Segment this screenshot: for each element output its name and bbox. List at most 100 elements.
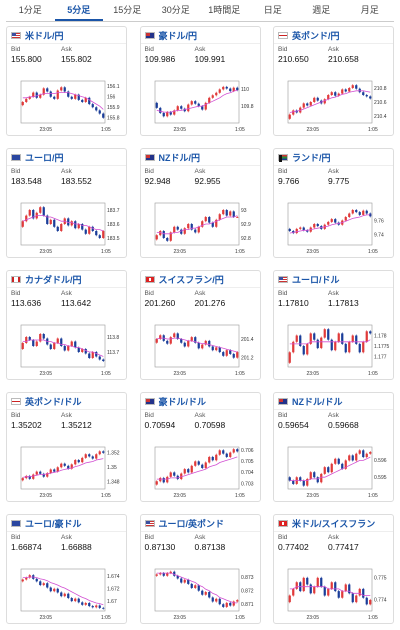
- ask-col: Ask 1.17813: [328, 290, 378, 309]
- mini-chart[interactable]: 183.7 183.6 183.5 23:05 1:05: [11, 197, 124, 255]
- mini-chart[interactable]: 156.1 156 155.9 155.8 23:05 1:05: [11, 75, 124, 133]
- currency-card[interactable]: ユーロ/豪ドル Bid 1.66874 Ask 1.66888 1.674 1.6…: [6, 514, 127, 624]
- pair-name[interactable]: スイスフラン/円: [158, 274, 224, 285]
- mini-chart[interactable]: 0.706 0.705 0.704 0.703 23:05 1:05: [145, 441, 258, 499]
- candle-chart: 0.873 0.872 0.871 23:05 1:05: [154, 568, 253, 621]
- currency-card[interactable]: ユーロ/円 Bid 183.548 Ask 183.552 183.7 183.6…: [6, 148, 127, 258]
- currency-card[interactable]: NZドル/ドル Bid 0.59654 Ask 0.59668 0.596 0.5…: [273, 392, 394, 502]
- mini-chart[interactable]: 0.775 0.774 23:05 1:05: [278, 563, 391, 621]
- candle: [320, 473, 323, 483]
- candle: [95, 605, 98, 608]
- candle: [190, 583, 193, 588]
- tab-2[interactable]: 5分足: [54, 0, 103, 21]
- currency-card[interactable]: ランド/円 Bid 9.766 Ask 9.775 9.76 9.74 23:05 1…: [273, 148, 394, 258]
- currency-card[interactable]: 豪ドル/円 Bid 109.986 Ask 109.991 110 109.8 23…: [139, 26, 261, 136]
- candle: [172, 571, 175, 576]
- mini-chart[interactable]: 93 92.9 92.8 23:05 1:05: [145, 197, 258, 255]
- y-tick-label: 92.9: [241, 222, 251, 228]
- candle: [169, 232, 172, 241]
- mini-chart[interactable]: 1.674 1.672 1.67 23:05 1:05: [11, 563, 124, 621]
- currency-card[interactable]: 米ドル/円 Bid 155.800 Ask 155.802 156.1 156 15…: [6, 26, 127, 136]
- pair-name[interactable]: 米ドル/円: [25, 30, 64, 41]
- pair-name[interactable]: 豪ドル/円: [158, 30, 198, 41]
- pair-name[interactable]: NZドル/ドル: [292, 396, 343, 407]
- candle-chart: 9.76 9.74 23:05 1:05: [287, 202, 384, 255]
- candle-chart: 0.706 0.705 0.704 0.703 23:05 1:05: [154, 446, 253, 499]
- x-tick-label: 1:05: [101, 127, 111, 133]
- pair-name[interactable]: ユーロ/英ポンド: [158, 518, 225, 529]
- y-tick-label: 201.2: [241, 355, 254, 361]
- candle: [21, 221, 24, 227]
- mini-chart[interactable]: 113.8 113.7 23:05 1:05: [11, 319, 124, 377]
- candle: [98, 235, 101, 238]
- currency-card[interactable]: NZドル/円 Bid 92.948 Ask 92.955 93 92.9 92.8 2…: [139, 148, 261, 258]
- bid-col: Bid 1.35202: [11, 412, 61, 431]
- mini-chart[interactable]: 9.76 9.74 23:05 1:05: [278, 197, 391, 255]
- candle: [320, 337, 323, 349]
- mini-chart[interactable]: 0.873 0.872 0.871 23:05 1:05: [145, 563, 258, 621]
- pair-name[interactable]: ユーロ/豪ドル: [25, 518, 82, 529]
- y-tick-label: 110: [241, 87, 249, 93]
- pair-name[interactable]: 米ドル/スイスフラン: [292, 518, 376, 529]
- candle: [53, 219, 56, 227]
- tab-8[interactable]: 月足: [360, 5, 379, 15]
- pair-name[interactable]: 英ポンド/円: [292, 30, 340, 41]
- tab-5[interactable]: 1時間足: [208, 5, 241, 15]
- candle: [197, 226, 200, 233]
- candle: [348, 341, 351, 353]
- mini-chart[interactable]: 0.596 0.595 23:05 1:05: [278, 441, 391, 499]
- tab-4[interactable]: 30分足: [161, 5, 190, 15]
- candle: [70, 221, 73, 226]
- tab-1[interactable]: 1分足: [18, 5, 42, 15]
- currency-card[interactable]: スイスフラン/円 Bid 201.260 Ask 201.276 201.4 20…: [139, 270, 261, 380]
- pair-name[interactable]: 英ポンド/ドル: [25, 396, 82, 407]
- candle: [158, 573, 161, 575]
- pair-name[interactable]: NZドル/円: [158, 152, 201, 163]
- ask-col: Ask 1.66888: [61, 534, 111, 553]
- candle: [183, 228, 186, 234]
- candle: [299, 335, 302, 346]
- ask-label: Ask: [194, 290, 206, 297]
- mini-chart[interactable]: 1.352 1.35 1.348 23:05 1:05: [11, 441, 124, 499]
- ask-value: 155.802: [61, 54, 92, 64]
- tab-6[interactable]: 日足: [263, 5, 282, 15]
- y-tick-label: 92.8: [241, 236, 251, 242]
- bid-value: 0.70594: [144, 420, 176, 430]
- currency-card[interactable]: 米ドル/スイスフラン Bid 0.77402 Ask 0.77417 0.775…: [273, 514, 394, 624]
- currency-card[interactable]: カナダドル/円 Bid 113.636 Ask 113.642 113.8 113…: [6, 270, 127, 380]
- candle: [316, 339, 319, 349]
- candle: [155, 235, 158, 240]
- candle: [355, 595, 358, 603]
- mini-chart[interactable]: 201.4 201.2 23:05 1:05: [145, 319, 258, 377]
- candle: [21, 478, 24, 481]
- y-tick-label: 1.67: [107, 599, 117, 605]
- moving-average-line: [22, 339, 104, 357]
- pair-name[interactable]: カナダドル/円: [25, 274, 82, 285]
- candle: [228, 452, 231, 457]
- currency-card[interactable]: 英ポンド/円 Bid 210.650 Ask 210.658 210.8 210.…: [273, 26, 394, 136]
- pair-name[interactable]: ランド/円: [292, 152, 331, 163]
- pair-name[interactable]: 豪ドル/ドル: [158, 396, 207, 407]
- pair-name[interactable]: ユーロ/円: [25, 152, 64, 163]
- tab-3[interactable]: 15分足: [113, 5, 142, 15]
- candle: [70, 598, 73, 602]
- currency-card[interactable]: ユーロ/英ポンド Bid 0.87130 Ask 0.87138 0.873 0.…: [139, 514, 261, 624]
- currency-card[interactable]: ユーロ/ドル Bid 1.17810 Ask 1.17813 1.178 1.17…: [273, 270, 394, 380]
- currency-card[interactable]: 豪ドル/ドル Bid 0.70594 Ask 0.70598 0.706 0.70…: [139, 392, 261, 502]
- ask-value: 9.775: [328, 176, 350, 186]
- candle: [25, 577, 28, 580]
- candle: [306, 103, 309, 106]
- candle: [235, 600, 238, 602]
- currency-card[interactable]: 英ポンド/ドル Bid 1.35202 Ask 1.35212 1.352 1.3…: [6, 392, 127, 502]
- ask-label: Ask: [61, 46, 72, 53]
- pair-name[interactable]: ユーロ/ドル: [292, 274, 340, 285]
- mini-chart[interactable]: 110 109.8 23:05 1:05: [145, 75, 258, 133]
- moving-average-line: [289, 456, 371, 481]
- tab-7[interactable]: 週足: [312, 5, 331, 15]
- mini-chart[interactable]: 1.178 1.1775 1.177 23:05 1:05: [278, 319, 391, 377]
- candle: [102, 451, 105, 453]
- candle: [306, 343, 309, 355]
- mini-chart[interactable]: 210.8 210.6 210.4 23:05 1:05: [278, 75, 391, 133]
- candle: [302, 346, 305, 355]
- bid-label: Bid: [278, 168, 288, 175]
